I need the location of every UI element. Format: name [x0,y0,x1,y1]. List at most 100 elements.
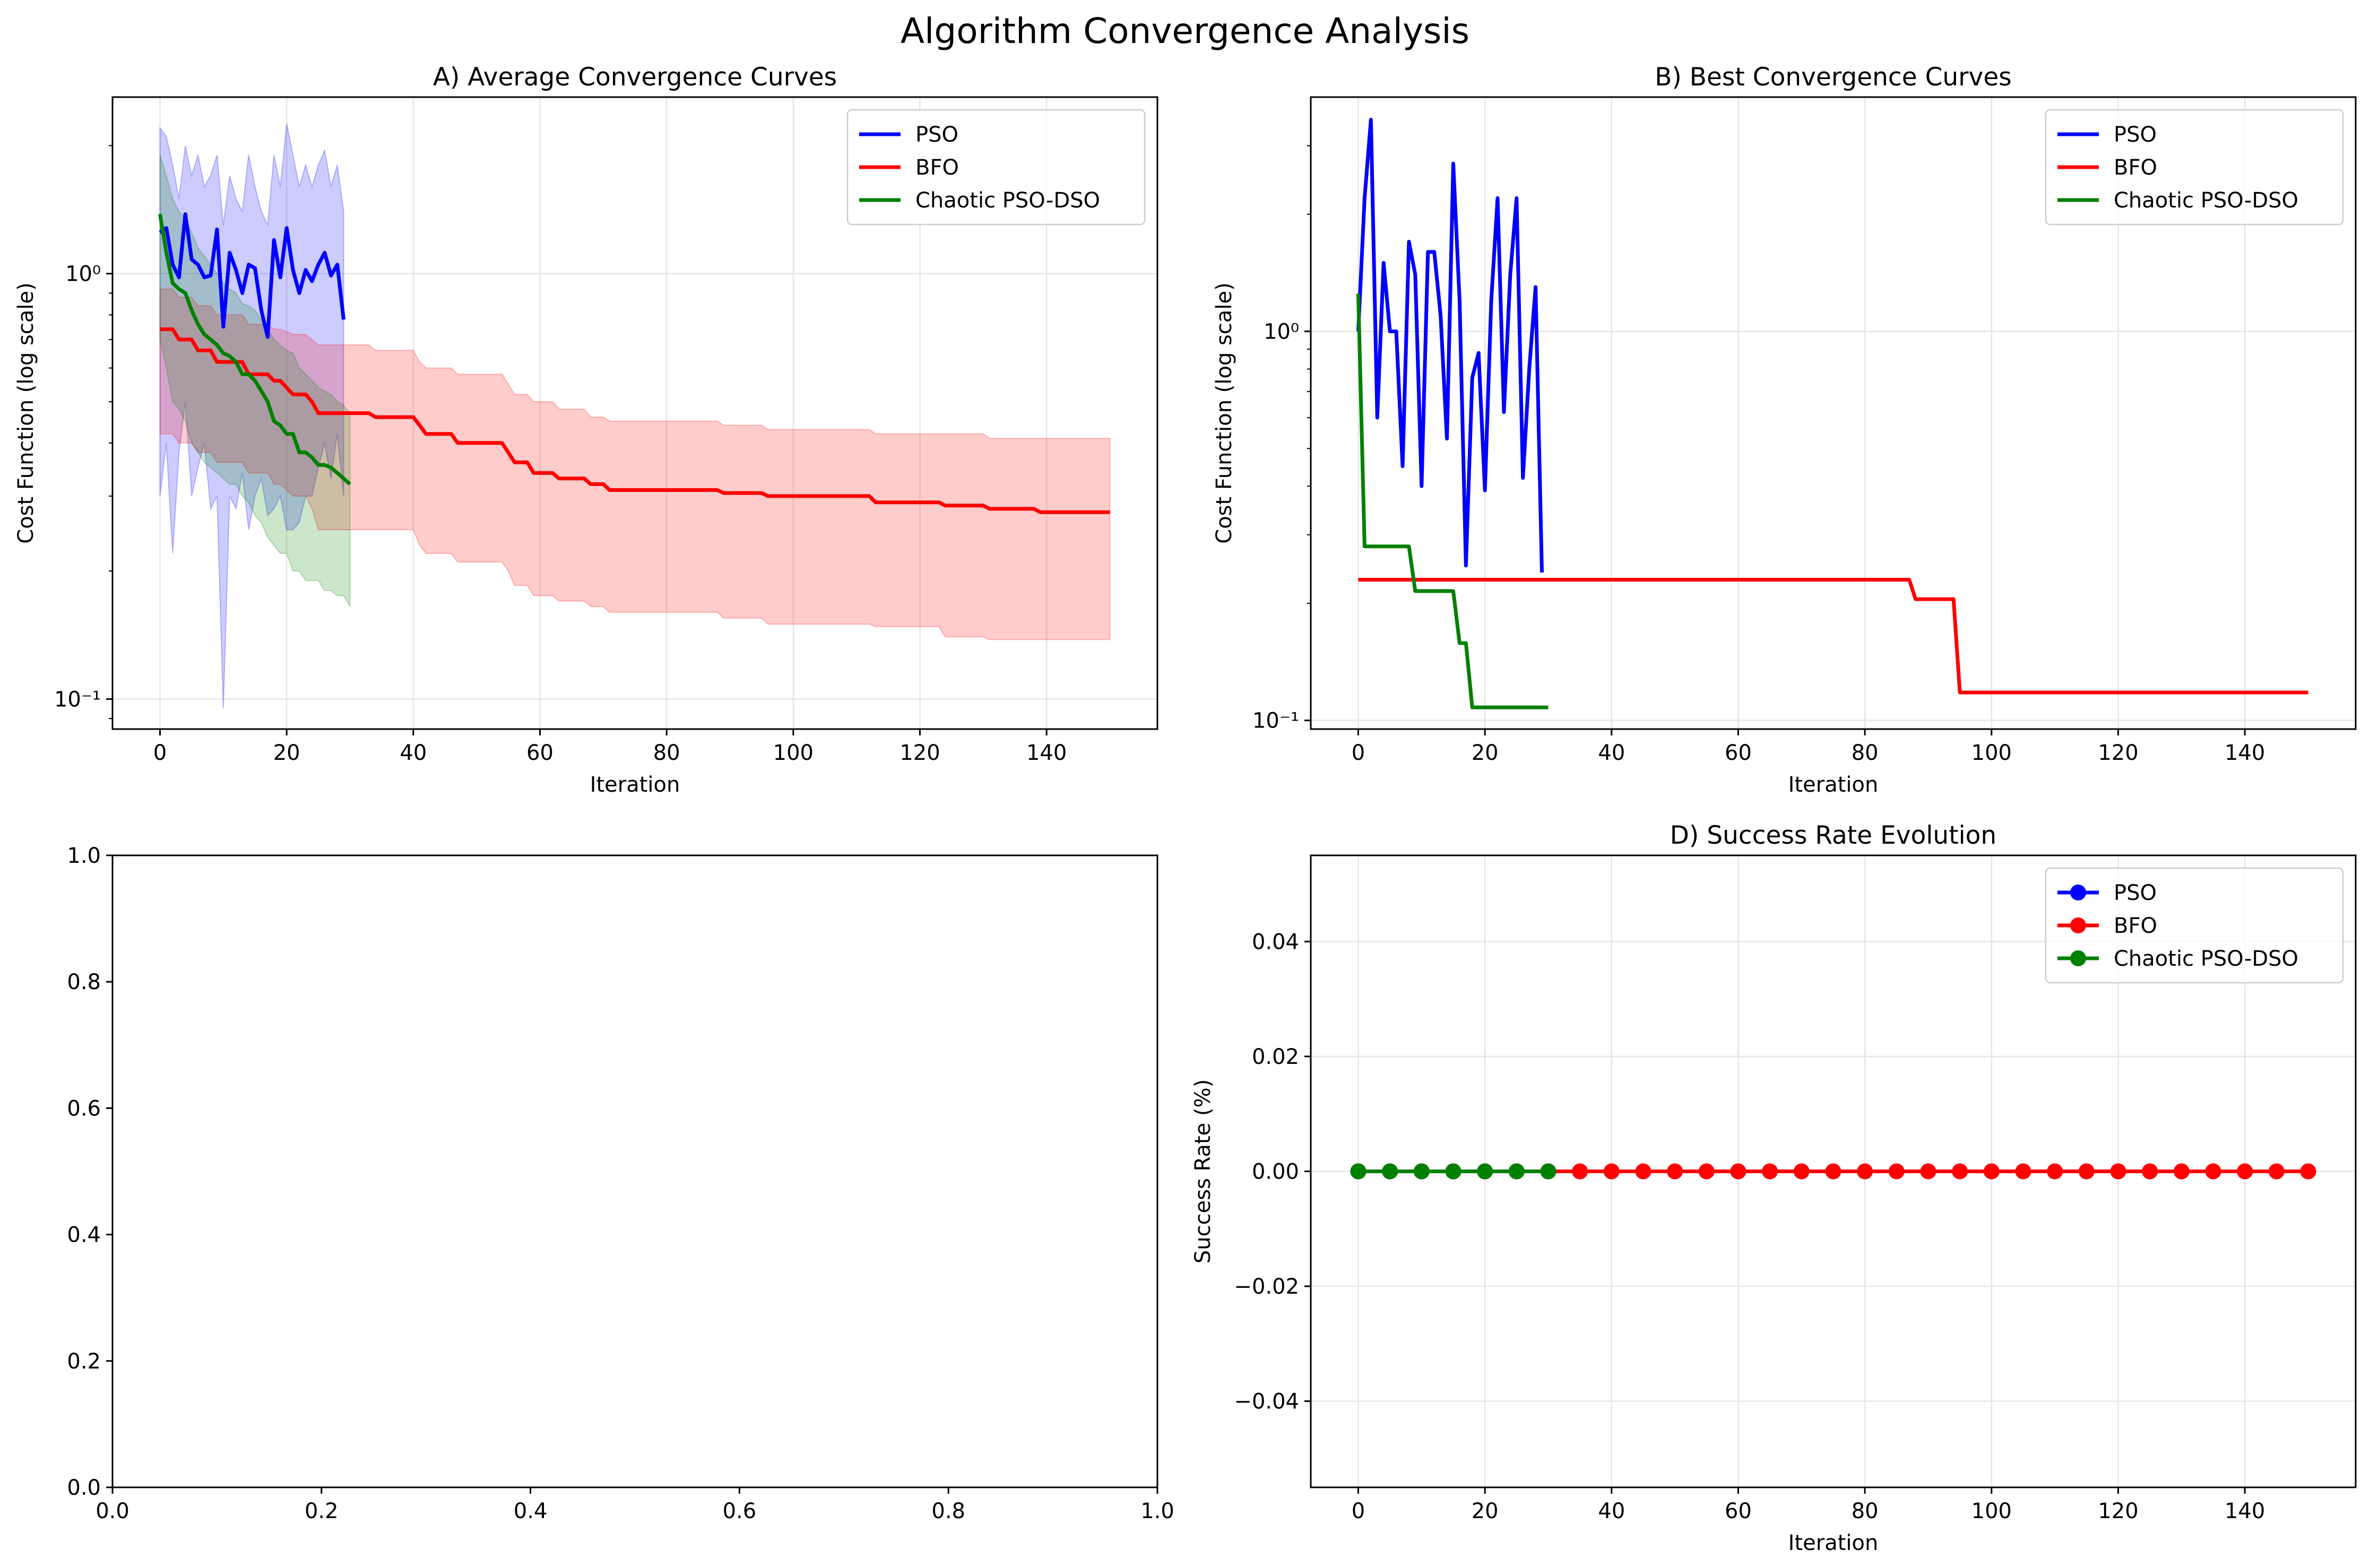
data-point-bfo [1920,1163,1936,1180]
x-tick-label: 100 [1971,1499,2012,1523]
panel-title: A) Average Convergence Curves [433,63,837,92]
data-point-bfo [1635,1163,1651,1180]
data-point-bfo [1667,1163,1683,1180]
x-tick-label: 140 [2225,741,2265,765]
data-point-bfo [2173,1163,2190,1180]
y-tick-label: 1.0 [67,844,101,868]
x-axis-label: Iteration [1788,773,1879,797]
data-point-bfo [1857,1163,1873,1180]
band-pso [159,124,344,709]
data-point-bfo [1888,1163,1905,1180]
plot-area [1350,1163,2316,1180]
x-tick-label: 0.2 [305,1499,339,1523]
legend-label: PSO [915,123,958,147]
legend-marker [2070,885,2086,900]
data-point-chaotic-pso-dso [1508,1163,1525,1180]
x-tick-label: 0.0 [96,1499,129,1523]
x-tick-label: 120 [2098,1499,2138,1523]
legend-marker [2070,917,2086,933]
legend-label: BFO [2114,914,2157,938]
data-point-bfo [1793,1163,1810,1180]
data-point-bfo [1952,1163,1968,1180]
data-point-bfo [2078,1163,2095,1180]
x-tick-label: 40 [1598,741,1625,765]
data-point-bfo [2205,1163,2221,1180]
plot-area [1356,118,2308,709]
y-tick-label: 0.6 [67,1096,101,1121]
y-tick-label: 0.00 [1252,1160,1299,1184]
series-line-bfo [1358,577,2308,695]
figure-title: Algorithm Convergence Analysis [900,11,1470,51]
x-tick-label: 60 [526,741,553,765]
legend-label: PSO [2114,123,2157,147]
x-tick-label: 60 [1725,1499,1752,1523]
x-axis-label: Iteration [1788,1531,1879,1555]
x-tick-label: 40 [400,741,427,765]
x-tick-label: 1.0 [1140,1499,1174,1523]
x-tick-label: 0.6 [723,1499,757,1523]
data-point-bfo [1983,1163,2000,1180]
legend-label: Chaotic PSO-DSO [915,188,1100,213]
data-point-bfo [2300,1163,2316,1180]
y-axis-label: Cost Function (log scale) [14,282,38,543]
data-point-chaotic-pso-dso [1445,1163,1461,1180]
y-tick-label: −0.04 [1234,1390,1299,1414]
y-tick-label: 10⁻¹ [1252,709,1299,733]
series-line-chaotic-pso-dso [1356,293,1549,709]
legend-box [2045,867,2344,984]
legend-label: BFO [2114,155,2157,180]
x-tick-label: 120 [899,741,940,765]
legend-marker [2070,950,2086,966]
legend-label: Chaotic PSO-DSO [2114,188,2298,213]
y-tick-label: 10⁻¹ [54,687,101,712]
data-point-bfo [1762,1163,1778,1180]
x-axis-label: Iteration [590,773,680,797]
legend-label: BFO [915,155,959,180]
x-tick-label: 80 [1852,1499,1879,1523]
x-tick-label: 80 [653,741,680,765]
panel-d-success-rate: 0 20 40 60 80 100 120 140 −0.04 −0.02 0.00 0.02 0.04… [1191,821,2357,1555]
x-tick-label: 120 [2098,741,2138,765]
data-point-bfo [1698,1163,1715,1180]
data-point-chaotic-pso-dso [1382,1163,1398,1180]
x-tick-label: 0 [1352,1499,1365,1523]
axes-frame [1310,96,2357,730]
data-point-bfo [2237,1163,2253,1180]
data-point-chaotic-pso-dso [1350,1163,1366,1180]
y-tick-label: 10⁰ [1264,319,1299,344]
data-point-bfo [2110,1163,2126,1180]
y-tick-label: 0.0 [67,1476,101,1500]
data-point-bfo [2047,1163,2063,1180]
legend: PSO BFO Chaotic PSO-DSO [2045,109,2344,226]
y-tick-label: 0.04 [1252,930,1299,954]
series-line-pso [159,212,346,339]
legend: PSO BFO Chaotic PSO-DSO [846,109,1146,226]
data-point-bfo [1572,1163,1588,1180]
x-tick-label: 140 [1026,741,1067,765]
y-tick-label: 0.4 [67,1223,101,1248]
y-axis-label: Cost Function (log scale) [1212,282,1236,543]
x-tick-label: 80 [1852,741,1879,765]
panel-c-empty-axes: 0.0 0.2 0.4 0.6 0.8 1.0 0.0 0.2 0.4 0.6 0.8 1.0 [67,844,1174,1523]
axes-frame [111,96,1158,730]
x-tick-label: 20 [273,741,300,765]
data-point-chaotic-pso-dso [1477,1163,1493,1180]
panel-title: D) Success Rate Evolution [1670,821,1996,850]
x-tick-label: 100 [1971,741,2012,765]
x-tick-label: 140 [2225,1499,2265,1523]
data-point-chaotic-pso-dso [1540,1163,1556,1180]
x-tick-label: 0.4 [514,1499,548,1523]
data-point-bfo [1825,1163,1841,1180]
series-line-chaotic-pso-dso [158,213,351,486]
data-point-bfo [1730,1163,1746,1180]
y-tick-label: 0.02 [1252,1045,1299,1069]
legend: PSO BFO Chaotic PSO-DSO [2045,867,2344,984]
legend-label: PSO [2114,881,2157,905]
y-tick-label: 10⁰ [65,262,101,287]
plot-area [158,124,1111,709]
x-tick-label: 0 [1352,741,1365,765]
data-point-bfo [2015,1163,2031,1180]
x-tick-label: 0 [153,741,167,765]
x-tick-label: 20 [1472,741,1499,765]
